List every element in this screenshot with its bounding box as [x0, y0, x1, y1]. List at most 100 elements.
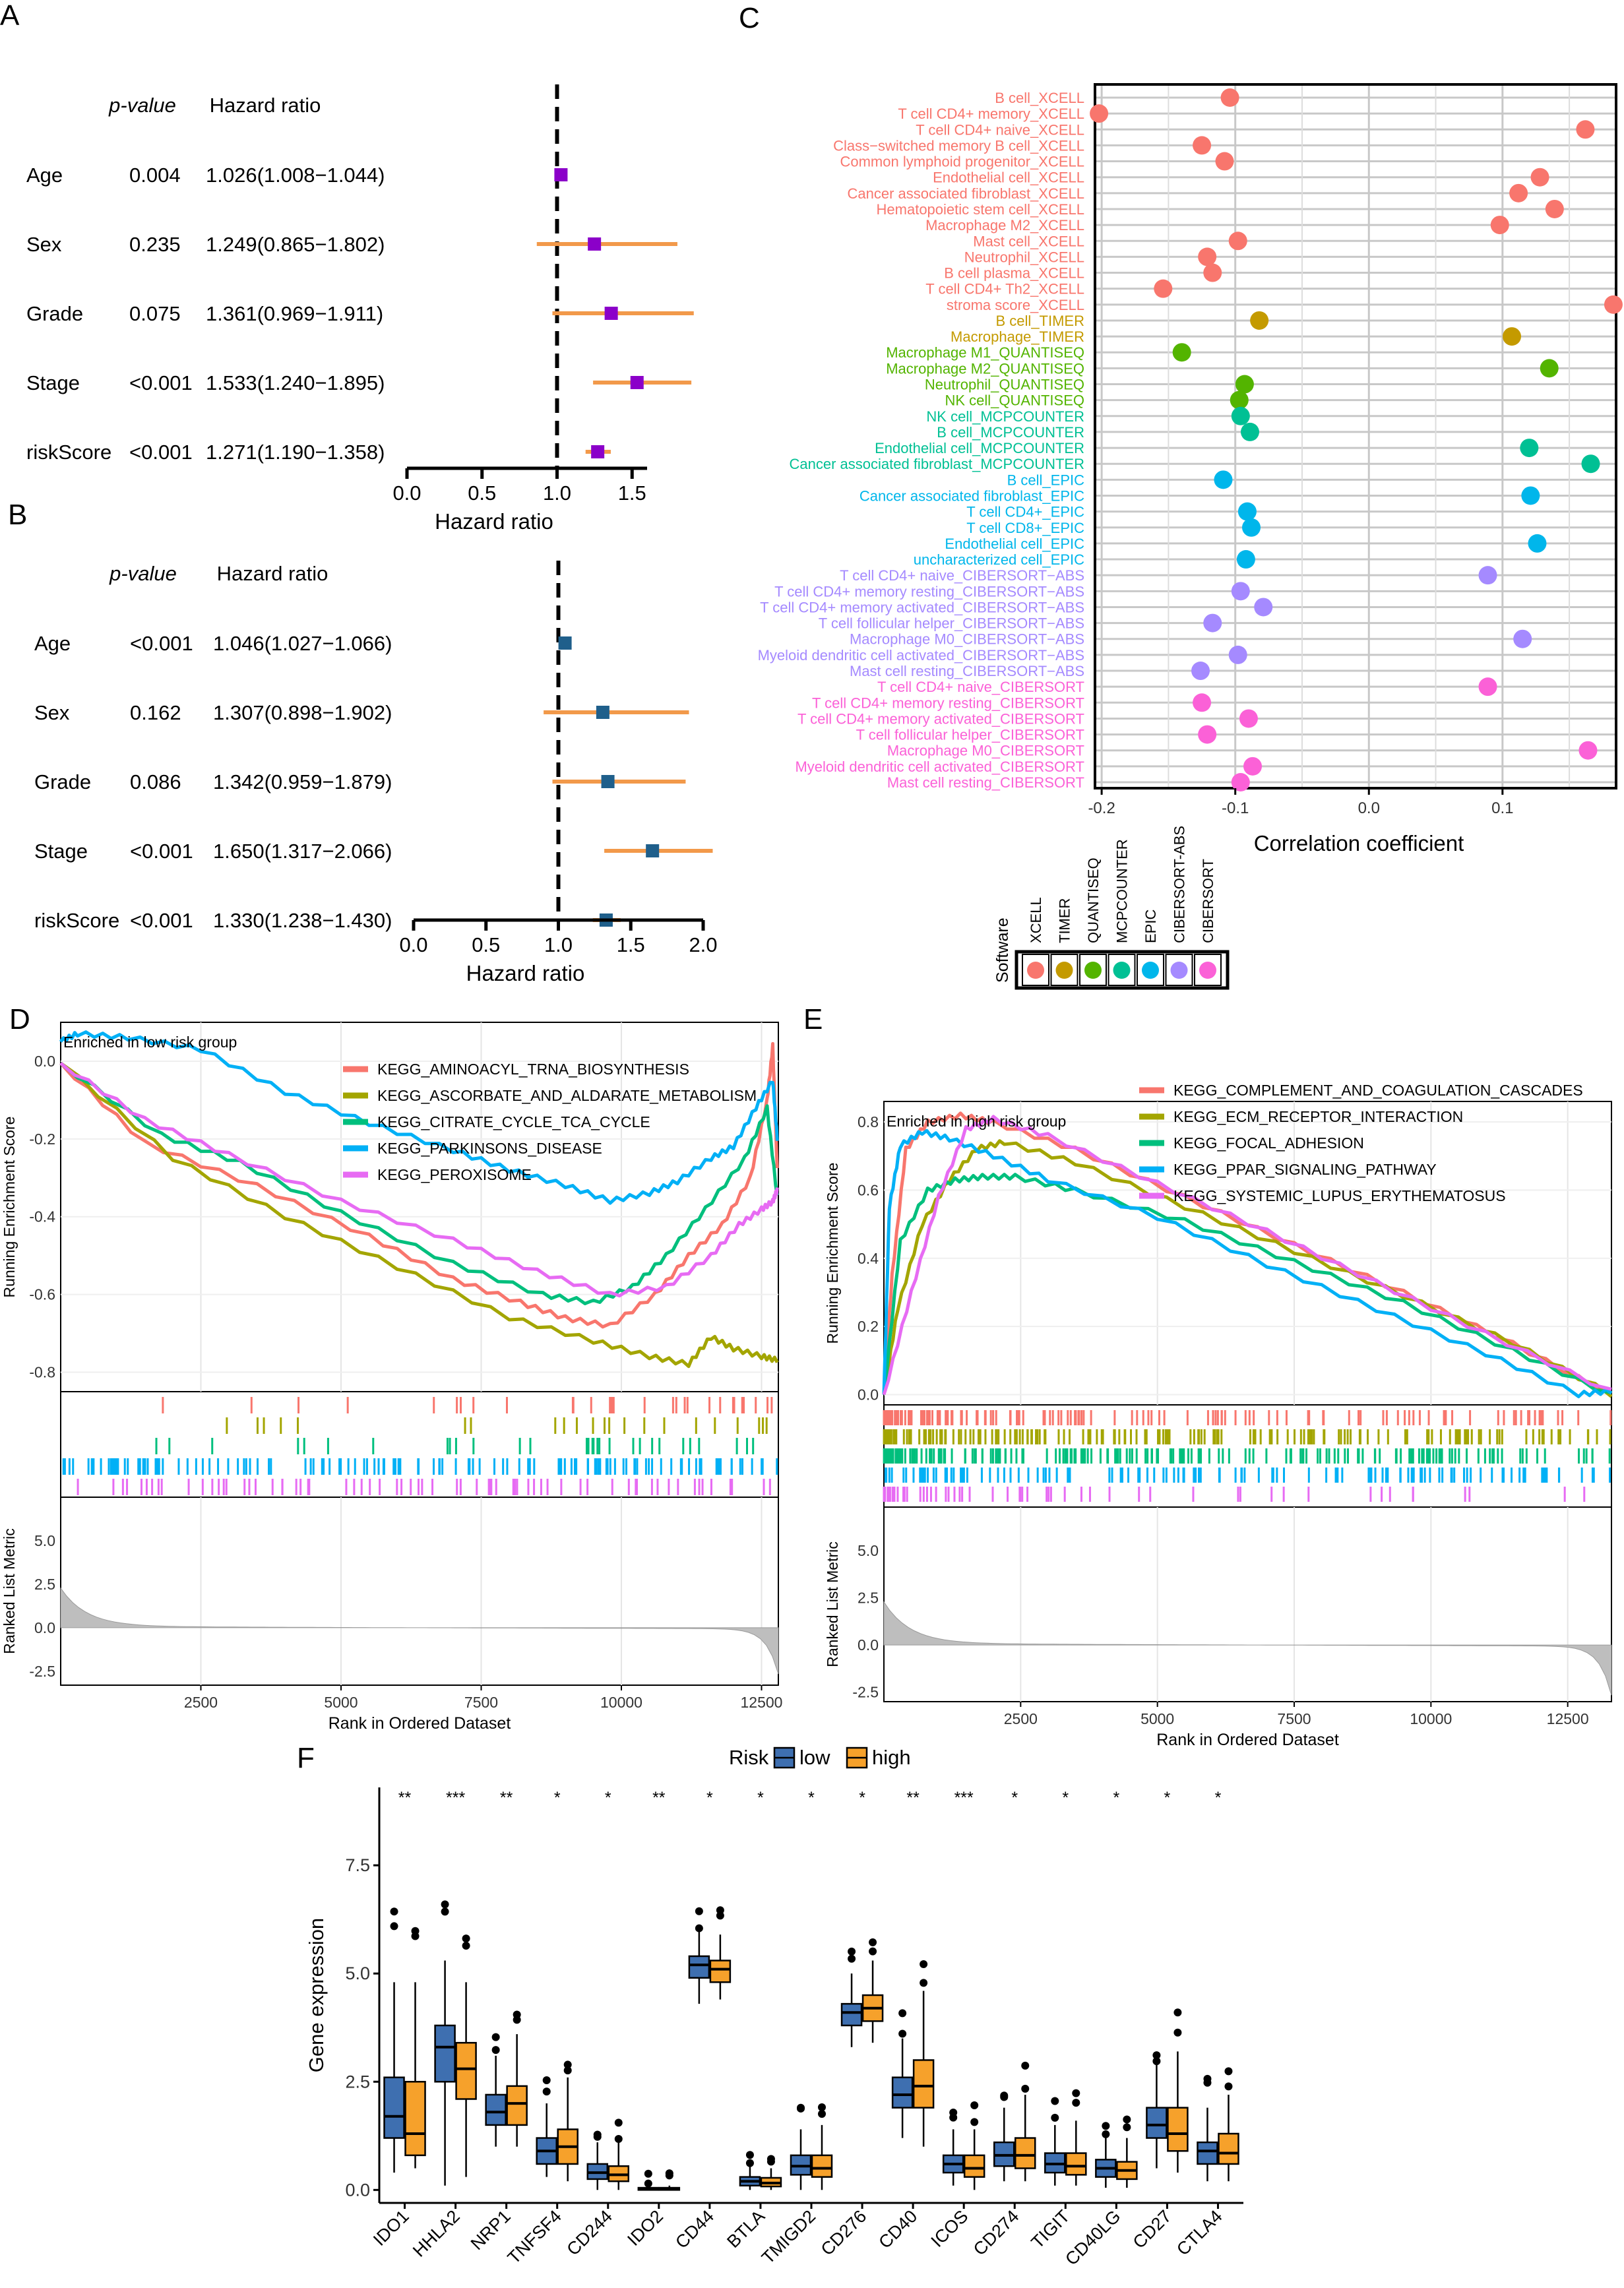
row-pvalue: 0.086	[130, 770, 181, 793]
metric-y-tick-label: 0.0	[34, 1619, 55, 1636]
outlier-point	[411, 1927, 420, 1935]
panel-letter-d: D	[9, 1003, 30, 1036]
correlation-point	[1235, 375, 1254, 394]
x-tick-label: 12500	[1547, 1710, 1589, 1727]
box	[1065, 2152, 1087, 2176]
correlation-point	[1231, 773, 1250, 791]
outlier-point	[441, 1900, 449, 1909]
cell-type-label: Cancer associated fibroblast_XCELL	[847, 185, 1084, 202]
y-tick-label: 0.8	[858, 1113, 879, 1130]
significance-label: *	[554, 1789, 561, 1807]
hazard-ratio-point	[558, 636, 572, 650]
row-hazard-ratio: 1.307(0.898−1.902)	[213, 701, 392, 724]
enrichment-curve	[882, 1173, 1612, 1395]
legend-key	[1194, 954, 1222, 986]
legend-label: CIBERSORT-ABS	[1171, 826, 1188, 943]
box	[709, 1960, 732, 1983]
outlier-point	[1072, 2099, 1080, 2107]
box	[404, 2081, 426, 2157]
legend-label: high	[872, 1746, 911, 1769]
y-tick-label: -0.4	[29, 1208, 55, 1225]
correlation-point	[1540, 359, 1559, 378]
outlier-point	[949, 2113, 958, 2122]
legend-label: KEGG_PPAR_SIGNALING_PATHWAY	[1173, 1161, 1437, 1178]
legend-title: Software	[993, 917, 1012, 983]
metric-y-tick-label: 2.5	[34, 1576, 55, 1593]
x-tick-label: 2500	[1004, 1710, 1038, 1727]
box	[383, 2076, 405, 2139]
x-tick-label: 10000	[600, 1694, 642, 1711]
legend-key	[1050, 954, 1078, 986]
legend-label: KEGG_PARKINSONS_DISEASE	[377, 1140, 602, 1157]
metric-y-tick-label: 5.0	[34, 1532, 55, 1549]
cell-type-label: T cell CD4+ memory activated_CIBERSORT−A…	[760, 599, 1084, 615]
outlier-point	[462, 1934, 470, 1943]
significance-label: *	[1113, 1789, 1119, 1807]
correlation-point	[1240, 422, 1259, 441]
cell-type-label: B cell plasma_XCELL	[944, 265, 1084, 282]
cell-type-label: Mast cell_XCELL	[973, 233, 1084, 249]
row-label: Grade	[26, 302, 83, 325]
row-pvalue: <0.001	[130, 909, 193, 932]
cell-type-label: Myeloid dendritic cell activated_CIBERSO…	[758, 647, 1084, 664]
legend-key	[1165, 954, 1193, 986]
panel-subtitle: Enriched in high risk group	[887, 1113, 1066, 1130]
outlier-point	[1051, 2113, 1059, 2122]
outlier-point	[920, 1960, 928, 1969]
box	[485, 2093, 507, 2126]
outlier-point	[869, 1938, 877, 1946]
row-hazard-ratio: 1.026(1.008−1.044)	[206, 164, 385, 187]
enrichment-curve	[59, 1061, 779, 1298]
correlation-point	[1231, 582, 1250, 601]
outlier-point	[898, 2029, 907, 2038]
legend-label: KEGG_PEROXISOME	[377, 1166, 532, 1183]
outlier-point	[818, 2103, 826, 2112]
cell-type-label: T cell CD4+ memory_XCELL	[898, 106, 1084, 122]
correlation-point	[1193, 693, 1212, 712]
legend-label: KEGG_COMPLEMENT_AND_COAGULATION_CASCADES	[1173, 1082, 1583, 1099]
cell-type-label: Myeloid dendritic cell activated_CIBERSO…	[795, 758, 1084, 775]
correlation-point	[1203, 263, 1222, 282]
box	[1014, 2137, 1036, 2169]
panel-letter-f: F	[297, 1742, 315, 1774]
x-axis-title: Hazard ratio	[466, 961, 585, 985]
outlier-point	[1173, 2028, 1182, 2037]
correlation-point	[1198, 247, 1217, 266]
row-label: riskScore	[26, 441, 111, 464]
row-label: Age	[34, 632, 71, 655]
y-tick-label: 0.0	[345, 2180, 370, 2200]
y-tick-label: -0.2	[29, 1130, 55, 1148]
legend-dot	[1084, 962, 1102, 979]
y-tick-label: -0.8	[29, 1364, 55, 1381]
outlier-point	[563, 2066, 572, 2075]
cell-type-label: Cancer associated fibroblast_EPIC	[859, 487, 1084, 504]
outlier-point	[1102, 2130, 1110, 2138]
x-tick-label: 1.0	[543, 481, 571, 505]
outlier-point	[1021, 2084, 1030, 2093]
box	[688, 1955, 710, 1979]
enrichment-curve	[882, 1139, 1613, 1398]
legend-dot	[1142, 962, 1159, 979]
cell-type-label: Hematopoietic stem cell_XCELL	[877, 201, 1084, 218]
cell-type-label: B cell_EPIC	[1007, 472, 1084, 488]
significance-label: **	[906, 1789, 920, 1807]
outlier-point	[797, 2104, 805, 2113]
y-axis-title: Running Enrichment Score	[1, 1117, 18, 1298]
correlation-point	[1578, 741, 1598, 760]
correlation-point	[1214, 470, 1233, 489]
cell-type-label: uncharacterized cell_EPIC	[914, 551, 1084, 568]
outlier-point	[898, 2009, 907, 2018]
correlation-point	[1154, 279, 1173, 298]
outlier-point	[644, 2169, 652, 2178]
outlier-point	[848, 1947, 856, 1956]
outlier-point	[716, 1906, 724, 1915]
metric-frame	[883, 1506, 1612, 1702]
y-tick-label: -0.6	[29, 1286, 55, 1303]
cell-type-label: stroma score_XCELL	[947, 297, 1084, 313]
x-tick-label: 7500	[1277, 1710, 1311, 1727]
outlier-point	[614, 2134, 623, 2143]
cell-type-label: T cell CD4+ memory activated_CIBERSORT	[797, 710, 1084, 727]
correlation-point	[1581, 454, 1600, 474]
